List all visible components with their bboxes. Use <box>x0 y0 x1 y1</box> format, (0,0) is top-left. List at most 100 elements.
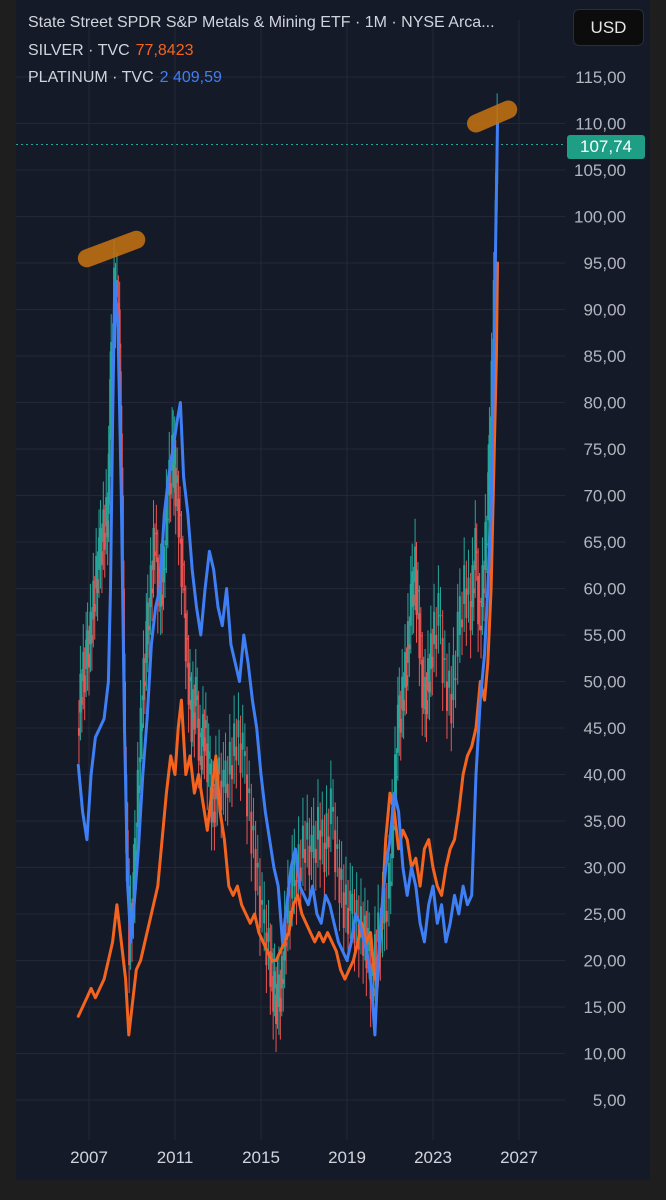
etf-candle-body <box>149 565 152 608</box>
etf-candle-body <box>102 509 105 542</box>
etf-candle-body <box>183 588 186 591</box>
etf-candle-body <box>467 577 470 595</box>
etf-candle-body <box>347 907 350 935</box>
etf-candle-body <box>109 379 112 440</box>
etf-candle-body <box>489 444 492 459</box>
y-tick-label: 30,00 <box>583 859 626 878</box>
etf-candle-body <box>480 625 483 631</box>
etf-candle-body <box>141 723 144 732</box>
etf-candle-body <box>177 498 180 538</box>
etf-candle-body <box>372 988 375 997</box>
x-tick-label: 2019 <box>328 1148 366 1167</box>
etf-candle-body <box>314 848 317 863</box>
etf-candle-body <box>156 557 159 606</box>
y-tick-label: 15,00 <box>583 998 626 1017</box>
highlight-mark-2008-peak <box>77 230 146 268</box>
etf-candle-body <box>143 681 146 687</box>
etf-candle-body <box>477 576 480 625</box>
etf-candle-body <box>411 571 414 608</box>
legend-silver[interactable]: SILVER · TVC 77,8423 <box>28 42 194 60</box>
etf-candle-body <box>77 728 80 736</box>
etf-candle-body <box>336 844 339 849</box>
annotation-highlights <box>77 100 518 268</box>
legend-silver-value: 77,8423 <box>135 42 194 59</box>
etf-candle-body <box>373 934 376 973</box>
etf-candle-body <box>172 461 175 488</box>
etf-candle-body <box>323 842 326 873</box>
etf-candle-body <box>258 886 261 928</box>
etf-candle-body <box>224 760 227 794</box>
etf-candle-body <box>233 723 236 756</box>
etf-candle-body <box>474 528 477 570</box>
y-tick-label: 65,00 <box>583 533 626 552</box>
etf-candle-body <box>414 546 417 583</box>
etf-candle-body <box>184 613 187 662</box>
etf-candle-body <box>163 568 166 570</box>
etf-candle-body <box>106 520 109 538</box>
grid-lines <box>16 20 565 1140</box>
etf-candle-body <box>200 755 203 770</box>
etf-candle-body <box>439 614 442 617</box>
legend-title: State Street SPDR S&P Metals & Mining ET… <box>28 14 495 32</box>
silver-line <box>76 261 499 1037</box>
etf-candle-body <box>276 983 279 1001</box>
etf-candle-body <box>279 997 282 1012</box>
etf-candle-body <box>235 746 238 761</box>
etf-candle-body <box>118 309 121 349</box>
etf-candle-body <box>206 743 209 783</box>
etf-candle-body <box>485 543 488 546</box>
y-tick-label: 10,00 <box>583 1045 626 1064</box>
etf-candle-body <box>402 700 405 711</box>
y-tick-label: 20,00 <box>583 952 626 971</box>
etf-candle-body <box>88 653 90 668</box>
etf-candle-body <box>250 811 253 854</box>
etf-candle-body <box>153 551 156 556</box>
etf-candle-body <box>329 788 332 825</box>
legend-platinum[interactable]: PLATINUM · TVC 2 409,59 <box>28 69 222 87</box>
etf-candle-body <box>79 673 82 713</box>
etf-candle-body <box>425 700 428 715</box>
etf-candle-body <box>155 532 158 535</box>
etf-candle-body <box>173 444 176 465</box>
etf-candle-body <box>180 538 183 587</box>
etf-candle-body <box>246 774 249 817</box>
etf-candle-body <box>133 838 136 896</box>
etf-candle-body <box>426 658 429 691</box>
etf-candle-body <box>135 850 138 862</box>
etf-candle-body <box>448 670 451 688</box>
etf-candle-body <box>293 856 296 887</box>
etf-candle-body <box>277 974 280 1007</box>
etf-candle-body <box>306 822 309 840</box>
etf-candle-body <box>239 743 242 773</box>
etf-candle-body <box>404 652 407 688</box>
currency-button[interactable]: USD <box>573 9 644 46</box>
etf-candle-body <box>152 528 155 570</box>
etf-candle-body <box>161 594 164 606</box>
etf-candle-body <box>351 893 354 914</box>
etf-candle-body <box>105 497 108 527</box>
etf-candle-body <box>368 940 371 952</box>
y-tick-label: 110,00 <box>575 115 626 134</box>
etf-candle-body <box>162 546 165 583</box>
y-tick-label: 105,00 <box>574 161 626 180</box>
y-tick-label: 25,00 <box>583 905 626 924</box>
highlight-mark-2026-peak <box>467 100 518 133</box>
etf-candle-body <box>209 763 212 775</box>
etf-candle-body <box>392 825 395 831</box>
etf-candle-body <box>301 825 304 859</box>
etf-candle-body <box>197 718 200 761</box>
y-tick-label: 95,00 <box>583 254 626 273</box>
etf-candle-body <box>230 765 233 780</box>
etf-candle-body <box>487 472 490 521</box>
etf-candle-body <box>165 497 168 546</box>
etf-candle-body <box>204 720 207 728</box>
y-tick-label: 75,00 <box>583 440 626 459</box>
legend-platinum-label: PLATINUM · TVC <box>28 69 154 86</box>
etf-candle-body <box>349 890 352 911</box>
y-axis: 5,00 10,00 15,00 20,00 25,00 30,00 35,00 40,00 4… <box>574 68 626 1110</box>
etf-candle-body <box>409 583 412 626</box>
etf-candle-body <box>424 676 427 710</box>
etf-candle-body <box>387 862 390 899</box>
